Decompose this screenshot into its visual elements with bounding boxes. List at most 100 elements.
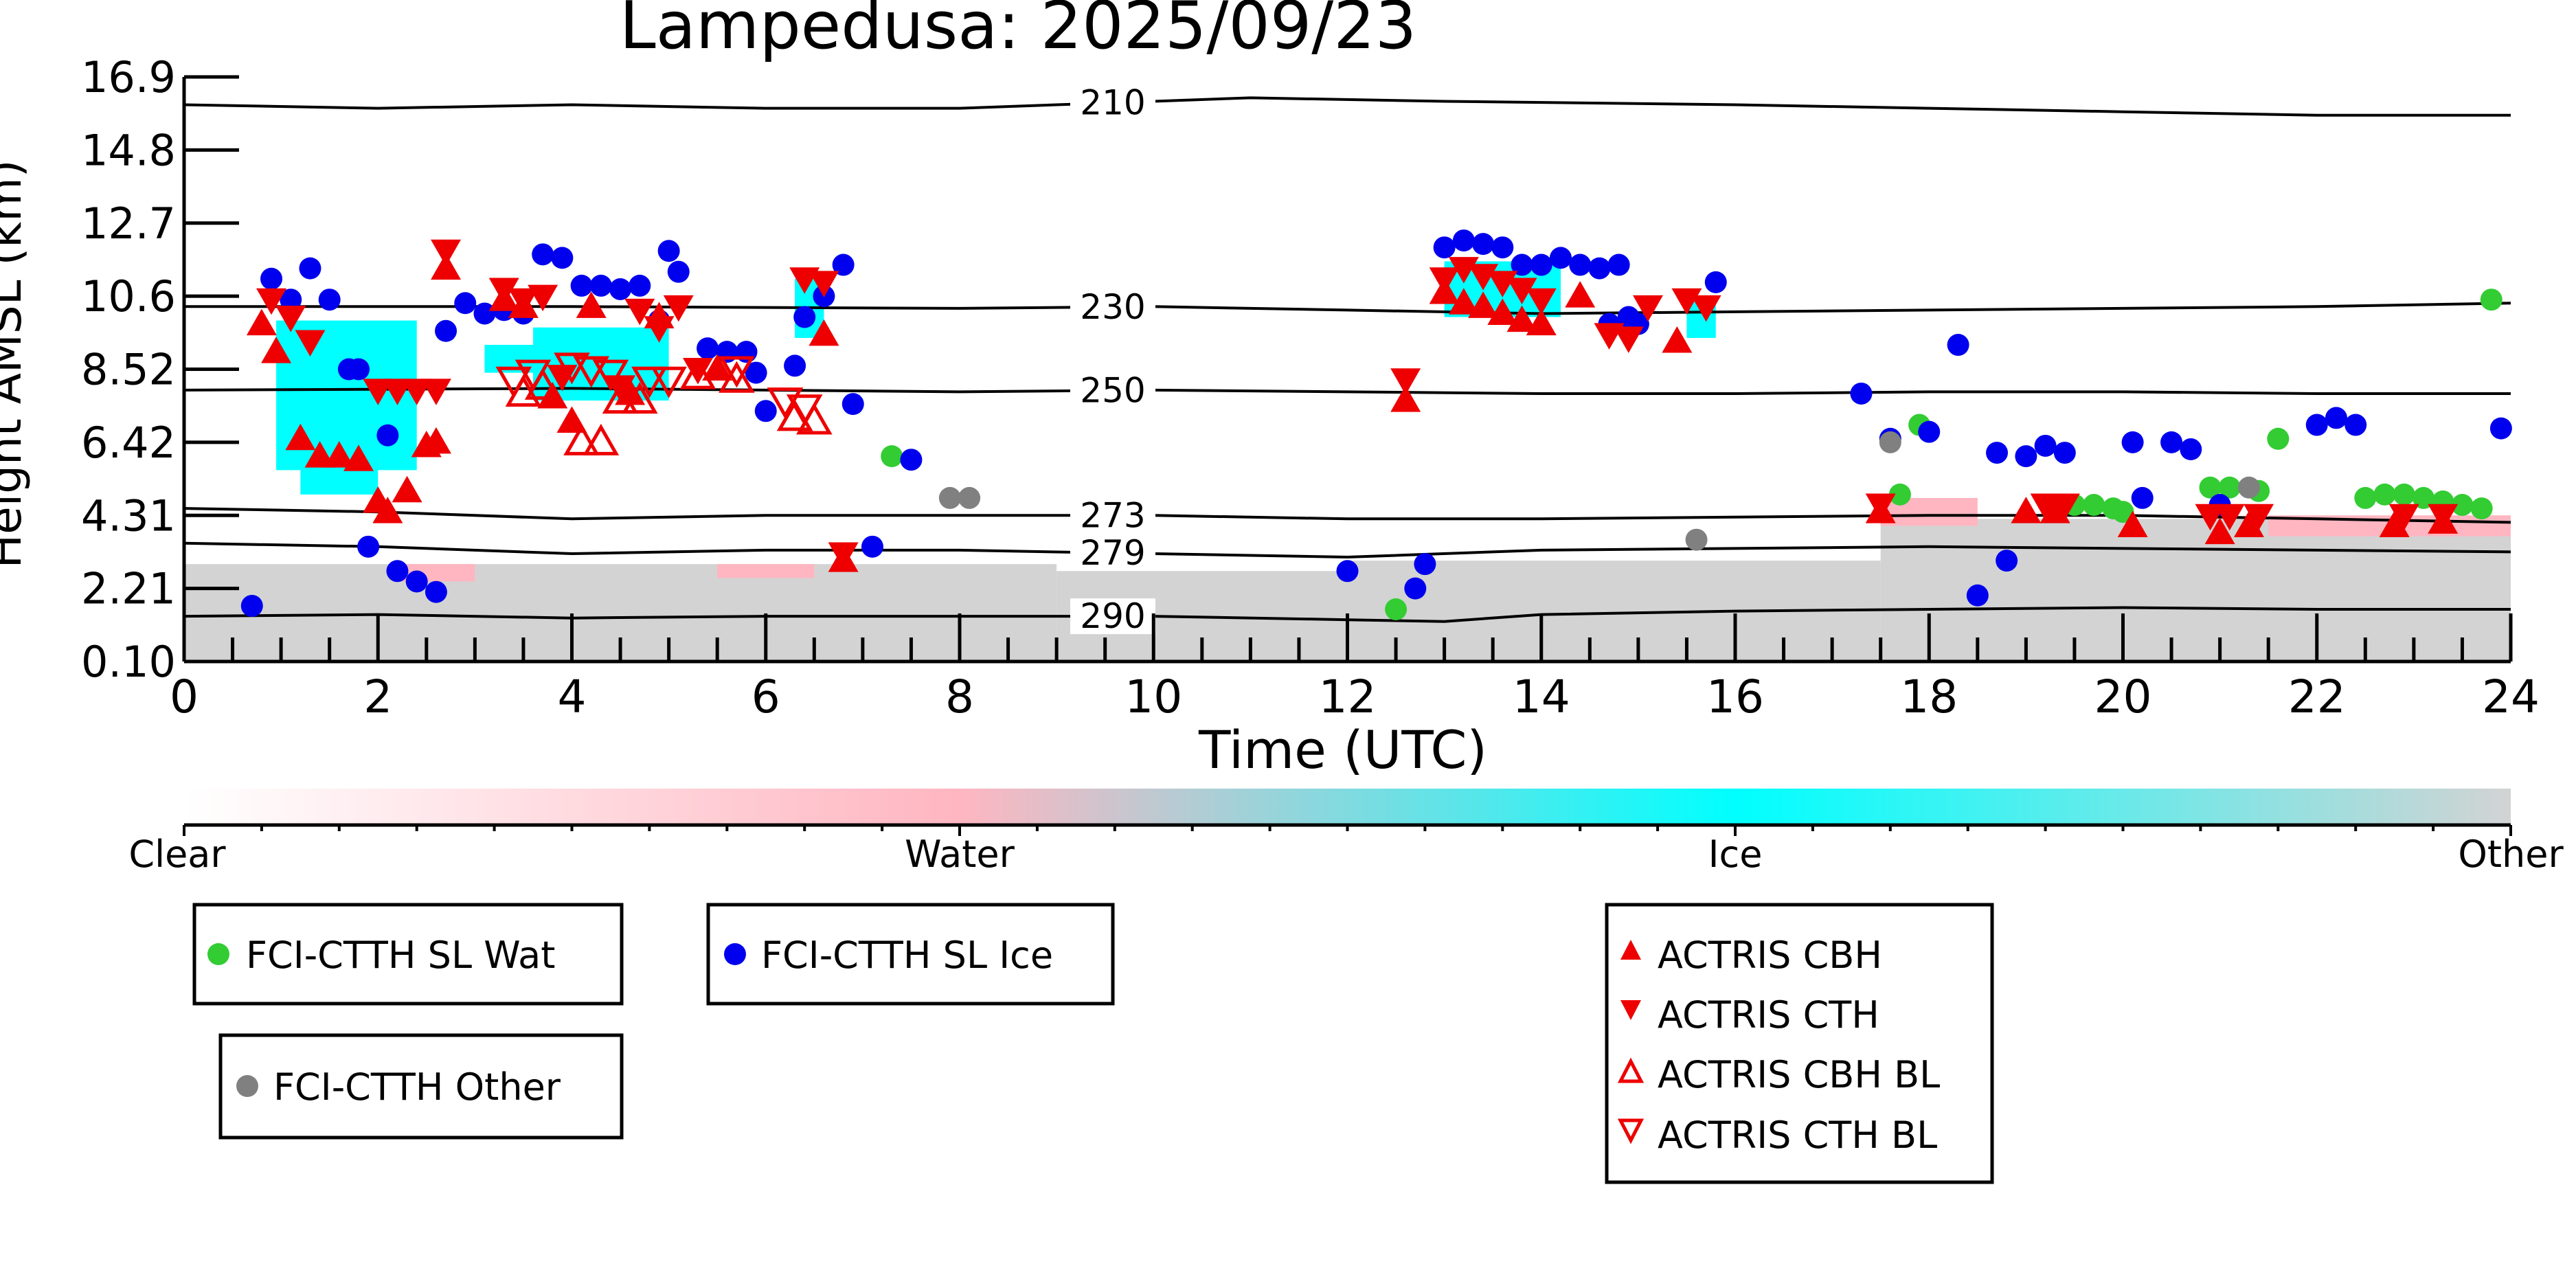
actris-cth-point-25 bbox=[1506, 278, 1537, 304]
x-tick-label-3: 6 bbox=[752, 670, 780, 723]
y-tick-label-6: 12.7 bbox=[81, 199, 176, 249]
fci-ctth-sl-ice-point-48 bbox=[1569, 253, 1592, 276]
isotherm-label-bg-290 bbox=[1070, 598, 1155, 635]
legend-label-cth-bl: ACTRIS CTH BL bbox=[1658, 1114, 1937, 1157]
actris-cbh-point-8 bbox=[392, 475, 422, 503]
fci-ctth-sl-ice-point-47 bbox=[1549, 247, 1572, 269]
actris-cth-point-2 bbox=[295, 330, 326, 357]
actris-cbh-point-7 bbox=[372, 497, 403, 523]
isotherm-label-bg-210 bbox=[1070, 84, 1155, 121]
actris-cbh-point-33 bbox=[2040, 497, 2070, 523]
colorbar-label-other: Other bbox=[2458, 833, 2564, 876]
actris-cth-point-14 bbox=[644, 316, 675, 343]
actris-cth-point-30 bbox=[1671, 288, 1702, 315]
actris-cth-point-28 bbox=[1613, 326, 1644, 353]
actris-cbh-point-20 bbox=[809, 319, 839, 346]
fci-ctth-sl-wat-point-19 bbox=[2470, 497, 2493, 520]
actris-cth-point-16 bbox=[682, 358, 713, 385]
fci-ctth-sl-wat-point-0 bbox=[881, 445, 903, 468]
colorbar-label-clear: Clear bbox=[128, 833, 226, 876]
actris-cth-bl-point-5 bbox=[631, 366, 668, 398]
fci-ctth-sl-ice-point-49 bbox=[1588, 257, 1611, 280]
isotherm-label-bg-250 bbox=[1070, 372, 1155, 409]
fci-ctth-sl-ice-point-21 bbox=[609, 278, 632, 300]
actris-cth-bl-point-6 bbox=[651, 366, 687, 398]
actris-cth-point-10 bbox=[528, 284, 558, 312]
actris-cth-point-29 bbox=[1632, 295, 1663, 322]
fci-ctth-sl-ice-point-10 bbox=[405, 570, 428, 593]
actris-cth-point-7 bbox=[431, 239, 462, 267]
fci-ctth-sl-ice-point-46 bbox=[1530, 253, 1552, 276]
fci-ctth-sl-ice-point-40 bbox=[1414, 553, 1436, 576]
x-tick-label-10: 20 bbox=[2094, 670, 2152, 723]
isotherm-210 bbox=[183, 96, 2511, 117]
fci-ctth-sl-wat-point-6 bbox=[2083, 494, 2105, 517]
legend-marker-cth-bl bbox=[1617, 1118, 1645, 1144]
fci-ctth-sl-wat-point-1 bbox=[1385, 598, 1408, 621]
actris-cth-bl-point-2 bbox=[554, 352, 590, 385]
isotherm-label-279: 279 bbox=[1080, 533, 1145, 573]
actris-cbh-point-4 bbox=[324, 441, 354, 468]
x-tick-label-0: 0 bbox=[170, 670, 199, 723]
x-axis-label: Time (UTC) bbox=[1198, 719, 1487, 780]
fci-ctth-sl-ice-point-65 bbox=[2121, 431, 2144, 453]
legend-marker-cbh-bl bbox=[1617, 1057, 1645, 1083]
legend-box-actris: ACTRIS CBH ACTRIS CTH ACTRIS CBH BL ACTR… bbox=[1605, 903, 1994, 1184]
isotherm-250 bbox=[183, 387, 2511, 395]
actris-cth-point-23 bbox=[1468, 264, 1499, 291]
fci-ctth-sl-ice-point-50 bbox=[1607, 253, 1630, 276]
fci-ctth-sl-wat-point-16 bbox=[2412, 486, 2434, 509]
fci-ctth-sl-wat-point-8 bbox=[2112, 501, 2134, 523]
actris-cth-point-33 bbox=[2030, 493, 2061, 521]
actris-cth-point-20 bbox=[1390, 368, 1421, 395]
actris-cbh-bl-point-2 bbox=[563, 423, 600, 455]
fci-ctth-sl-ice-point-12 bbox=[435, 319, 457, 342]
fci-ctth-sl-ice-point-45 bbox=[1511, 253, 1533, 276]
isotherm-label-273: 273 bbox=[1080, 495, 1145, 535]
y-tick-label-2: 4.31 bbox=[81, 490, 176, 541]
fci-ctth-sl-ice-point-31 bbox=[784, 354, 806, 377]
fci-ctth-sl-ice-point-67 bbox=[2160, 431, 2183, 453]
y-tick-label-8: 16.9 bbox=[81, 52, 176, 102]
legend-label-cth: ACTRIS CTH bbox=[1658, 993, 1879, 1037]
colorbar-label-water: Water bbox=[905, 833, 1015, 876]
cloud-region-water-12 bbox=[717, 564, 815, 578]
fci-ctth-sl-ice-point-4 bbox=[318, 289, 341, 311]
fci-ctth-sl-ice-point-60 bbox=[1996, 550, 2018, 572]
actris-cbh-point-37 bbox=[2379, 510, 2410, 537]
actris-cth-point-11 bbox=[547, 365, 578, 392]
actris-cth-point-15 bbox=[663, 295, 694, 322]
actris-cth-point-38 bbox=[2388, 504, 2419, 531]
fci-ctth-other-point-2 bbox=[1685, 528, 1708, 551]
fci-ctth-sl-ice-point-63 bbox=[2034, 434, 2057, 457]
fci-ctth-sl-wat-point-13 bbox=[2354, 486, 2377, 509]
fci-ctth-sl-ice-point-61 bbox=[1986, 442, 2009, 464]
actris-cbh-point-17 bbox=[615, 378, 646, 405]
fci-ctth-sl-ice-point-64 bbox=[2053, 442, 2076, 464]
fci-ctth-sl-wat-point-2 bbox=[1888, 483, 1911, 506]
fci-ctth-sl-wat-point-20 bbox=[2480, 289, 2502, 311]
actris-cth-point-36 bbox=[2214, 504, 2245, 531]
fci-ctth-sl-ice-point-37 bbox=[900, 449, 923, 471]
actris-cth-point-3 bbox=[363, 379, 394, 405]
actris-cbh-point-3 bbox=[304, 441, 335, 468]
y-tick-label-7: 14.8 bbox=[81, 125, 176, 175]
y-tick-label-3: 6.42 bbox=[81, 418, 176, 468]
fci-ctth-sl-ice-point-59 bbox=[1966, 584, 1989, 607]
actris-cbh-point-2 bbox=[285, 423, 316, 451]
actris-cbh-bl-point-5 bbox=[621, 382, 658, 414]
y-tick-label-4: 8.52 bbox=[81, 345, 176, 395]
fci-ctth-sl-ice-point-25 bbox=[667, 260, 690, 283]
actris-cbh-point-29 bbox=[1565, 281, 1596, 308]
x-tick-label-9: 18 bbox=[1900, 670, 1958, 723]
fci-ctth-sl-ice-point-66 bbox=[2131, 486, 2154, 509]
fci-ctth-sl-ice-point-54 bbox=[1704, 271, 1727, 293]
x-tick-label-6: 12 bbox=[1319, 670, 1377, 723]
legend-marker-water bbox=[207, 943, 229, 965]
y-tick-label-0: 0.10 bbox=[81, 637, 176, 687]
actris-cth-bl-point-7 bbox=[719, 356, 755, 388]
fci-ctth-other-point-3 bbox=[1879, 431, 1901, 453]
fci-ctth-sl-ice-point-71 bbox=[2325, 407, 2347, 429]
actris-cth-bl-point-9 bbox=[786, 394, 823, 427]
